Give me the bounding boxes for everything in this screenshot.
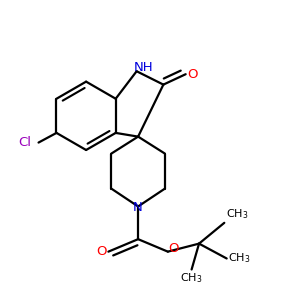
Text: NH: NH	[134, 61, 153, 74]
Text: O: O	[187, 68, 197, 81]
Text: O: O	[169, 242, 179, 255]
Text: N: N	[133, 201, 143, 214]
Text: CH$_3$: CH$_3$	[228, 252, 251, 266]
Text: Cl: Cl	[18, 136, 31, 149]
Text: CH$_3$: CH$_3$	[180, 271, 203, 285]
Text: O: O	[97, 245, 107, 258]
Text: CH$_3$: CH$_3$	[226, 208, 248, 221]
